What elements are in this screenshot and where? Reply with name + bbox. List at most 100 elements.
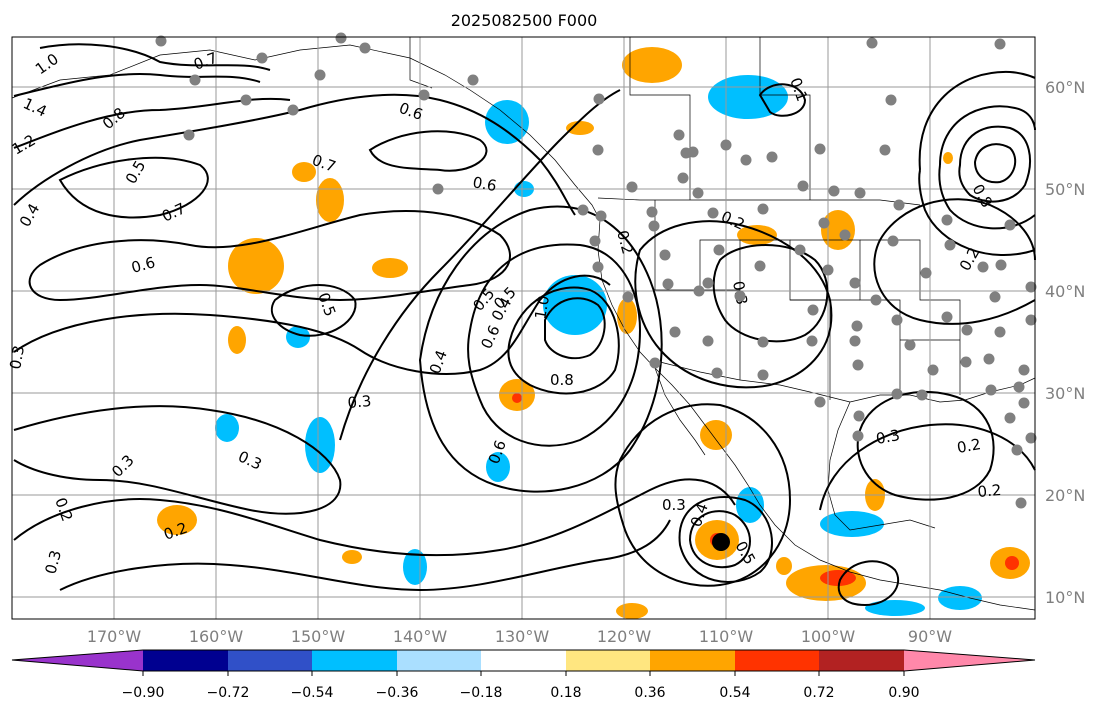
station-marker <box>707 207 719 219</box>
colorbar-tick-label: 0.90 <box>888 685 919 701</box>
station-marker <box>891 314 903 326</box>
station-marker <box>904 339 916 351</box>
station-marker <box>961 324 973 336</box>
station-marker <box>1025 281 1037 293</box>
colorbar-segment <box>566 650 650 671</box>
positive-anomaly-core <box>820 570 856 586</box>
colorbar-tick-label: 0.18 <box>550 685 581 701</box>
map-title: 2025082500 F000 <box>451 11 598 30</box>
station-marker <box>851 320 863 332</box>
lat-label-50n: 50°N <box>1045 180 1085 199</box>
contour-line <box>28 210 511 302</box>
station-marker <box>646 206 658 218</box>
baja-peninsula <box>654 367 706 456</box>
station-marker <box>839 229 851 241</box>
positive-anomaly-patch <box>943 152 953 164</box>
longitude-labels: 170°W 160°W 150°W 140°W 130°W 120°W 110°… <box>87 627 952 646</box>
contour-label: 0.3 <box>662 496 686 514</box>
station-marker <box>626 181 638 193</box>
station-marker <box>589 235 601 247</box>
negative-anomaly-patch <box>485 100 529 144</box>
colorbar-segment <box>650 650 735 671</box>
contour-line <box>339 89 621 441</box>
lon-label-90w: 90°W <box>908 627 952 646</box>
station-marker <box>595 210 607 222</box>
lon-label-150w: 150°W <box>291 627 346 646</box>
contour-line <box>819 423 1036 511</box>
contour-line <box>918 70 1036 256</box>
station-marker <box>941 311 953 323</box>
positive-anomaly-patch <box>228 238 284 294</box>
latitude-labels: 60°N 50°N 40°N 30°N 20°N 10°N <box>1045 78 1085 607</box>
station-marker <box>693 285 705 297</box>
station-marker <box>870 294 882 306</box>
positive-anomaly-patch <box>316 178 344 222</box>
colorbar-tick-label: 0.72 <box>803 685 834 701</box>
contour-line <box>467 243 642 447</box>
canada-us-border <box>597 197 921 206</box>
contour-line <box>688 510 751 569</box>
positive-anomaly-patch <box>228 326 246 354</box>
lon-label-170w: 170°W <box>87 627 142 646</box>
station-marker <box>794 244 806 256</box>
station-marker <box>994 38 1006 50</box>
station-marker <box>828 185 840 197</box>
station-marker <box>711 367 723 379</box>
station-marker <box>677 172 689 184</box>
contour-label: 0.6 <box>471 173 498 195</box>
station-marker <box>960 356 972 368</box>
positive-anomaly-patch <box>372 258 408 278</box>
station-marker <box>807 304 819 316</box>
colorbar: −0.90 −0.72 −0.54 −0.36 −0.18 0.18 0.36 … <box>11 649 1036 701</box>
station-marker <box>418 89 430 101</box>
contour-line <box>59 519 671 592</box>
station-marker <box>335 32 347 44</box>
lon-label-130w: 130°W <box>495 627 550 646</box>
positive-anomaly-core <box>512 393 522 403</box>
station-marker <box>648 220 660 232</box>
lat-label-30n: 30°N <box>1045 384 1085 403</box>
station-marker <box>687 146 699 158</box>
contour-line <box>58 156 209 219</box>
station-marker <box>702 335 714 347</box>
station-marker <box>757 336 769 348</box>
station-marker <box>659 249 671 261</box>
positive-anomaly-patch <box>622 47 682 83</box>
positive-anomaly-patch <box>292 162 316 182</box>
colorbar-segment <box>228 650 312 671</box>
station-marker <box>1025 432 1037 444</box>
contour-label: 0.3 <box>347 392 372 412</box>
station-marker <box>649 357 661 369</box>
station-marker <box>256 52 268 64</box>
positive-anomaly-patch <box>821 210 855 250</box>
station-marker <box>891 388 903 400</box>
contour-line <box>544 297 606 360</box>
negative-anomaly-patch <box>708 75 788 119</box>
state-line <box>860 239 961 395</box>
station-marker <box>994 326 1006 338</box>
negative-anomaly-patch <box>865 600 925 616</box>
station-marker <box>916 389 928 401</box>
station-marker <box>1018 397 1030 409</box>
station-marker <box>944 239 956 251</box>
station-marker <box>577 204 589 216</box>
station-marker <box>818 217 830 229</box>
contour-line <box>973 143 1017 184</box>
station-marker <box>985 384 997 396</box>
contour-line <box>507 286 620 395</box>
contour-label: 0.2 <box>956 435 983 457</box>
station-marker <box>713 244 725 256</box>
contour-label: 0.2 <box>977 481 1002 501</box>
contour-line <box>678 496 773 583</box>
station-marker <box>155 35 167 47</box>
station-marker <box>673 129 685 141</box>
station-marker <box>622 291 634 303</box>
lon-label-110w: 110°W <box>699 627 754 646</box>
contour-line <box>270 284 357 337</box>
station-marker <box>822 264 834 276</box>
mexico-gulf-coast <box>827 401 936 531</box>
station-marker <box>983 353 995 365</box>
station-marker <box>593 93 605 105</box>
station-marker <box>941 214 953 226</box>
